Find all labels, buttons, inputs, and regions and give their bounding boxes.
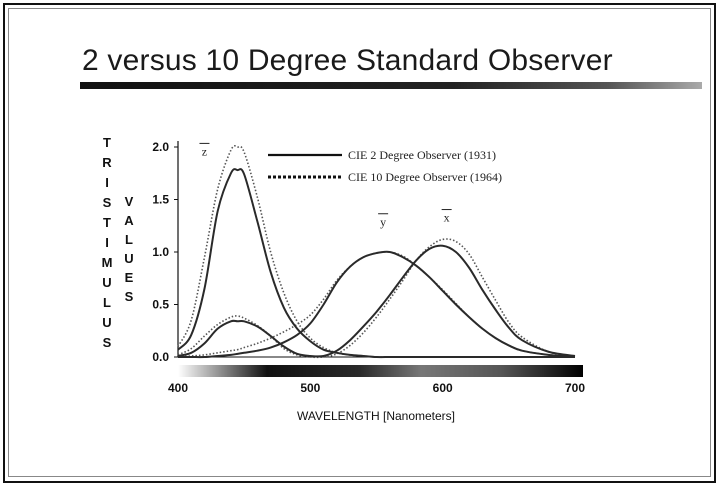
slide-frame <box>3 3 716 483</box>
y-axis-label-right: V A L U E S <box>122 192 136 306</box>
series-x-10-degree <box>177 238 576 359</box>
curve-label-z: z <box>202 144 207 158</box>
x-tick-label: 600 <box>433 381 453 395</box>
series-x-2-degree <box>177 244 576 358</box>
y-tick-label: 0.0 <box>152 350 169 364</box>
y-axis-label-left: T R I S T I M U L U S <box>100 133 114 353</box>
y-tick-label: 0.5 <box>152 298 169 312</box>
curve-label-x: x <box>444 211 450 225</box>
y-tick-label: 1.5 <box>152 193 169 207</box>
y-tick-label: 2.0 <box>152 140 169 154</box>
slide-title: 2 versus 10 Degree Standard Observer <box>82 44 613 77</box>
x-tick-label: 700 <box>565 381 585 395</box>
series-y-2-degree <box>178 250 576 359</box>
spectrum-bar <box>178 365 583 377</box>
curve-label-y: y <box>380 215 386 229</box>
title-underline <box>80 82 702 89</box>
x-tick-label: 500 <box>300 381 320 395</box>
axis-label-text: V A L U E S <box>124 194 134 304</box>
legend-label: CIE 2 Degree Observer (1931) <box>348 148 496 162</box>
x-tick-label: 400 <box>168 381 188 395</box>
curve-labels: z y x <box>199 142 452 229</box>
series-y-10-degree <box>177 251 576 358</box>
axis-label-text: T R I S T I M U L U S <box>101 135 113 350</box>
x-axis-label: WAVELENGTH [Nanometers] <box>297 409 455 423</box>
slide-inner-frame <box>8 8 711 477</box>
legend-label: CIE 10 Degree Observer (1964) <box>348 170 502 184</box>
y-tick-label: 1.0 <box>152 245 169 259</box>
chart-series-layer <box>177 145 576 359</box>
series-z-2-degree <box>177 168 575 359</box>
chart-legend: CIE 2 Degree Observer (1931) CIE 10 Degre… <box>268 148 502 184</box>
